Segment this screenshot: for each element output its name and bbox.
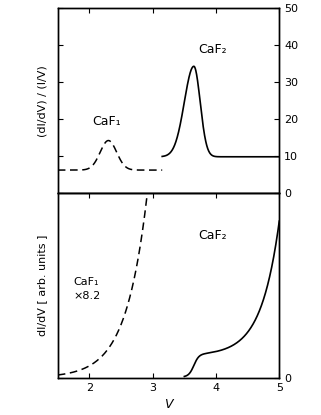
Y-axis label: (dI/dV) / (I/V): (dI/dV) / (I/V) (37, 65, 48, 137)
Text: CaF₁
×8.2: CaF₁ ×8.2 (74, 277, 101, 300)
X-axis label: V: V (164, 398, 173, 411)
Text: CaF₁: CaF₁ (92, 115, 121, 128)
Text: CaF₂: CaF₂ (198, 229, 227, 242)
Y-axis label: dI/dV [ arb. units ]: dI/dV [ arb. units ] (37, 234, 48, 336)
Text: CaF₂: CaF₂ (198, 43, 227, 56)
